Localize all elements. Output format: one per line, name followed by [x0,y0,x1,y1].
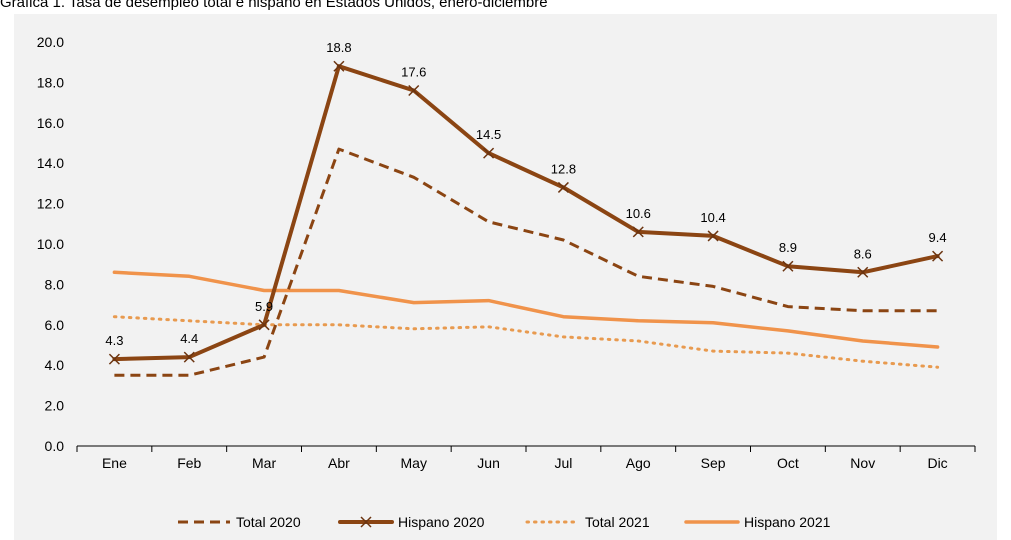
data-label: 10.4 [700,210,725,225]
x-marker-stroke [258,319,270,331]
data-label: 10.6 [626,206,651,221]
x-tick-label: Feb [177,455,201,471]
data-point-marker [483,147,495,159]
legend-label: Hispano 2020 [398,514,485,530]
x-tick-label: Abr [328,455,350,471]
x-marker-stroke [408,84,420,97]
y-tick-label: 16.0 [37,115,64,131]
data-label: 12.8 [551,161,576,176]
series-line-hispano-2021 [112,270,940,349]
y-tick-label: 10.0 [37,236,64,252]
x-marker-stroke [857,266,869,278]
data-point-marker [333,60,345,72]
legend-label: Total 2021 [585,514,650,530]
y-tick-label: 12.0 [37,196,64,212]
legend-item: Hispano 2020 [338,514,485,530]
x-marker-stroke [183,351,195,363]
x-tick-label: Oct [777,455,799,471]
data-label: 14.5 [476,127,501,142]
data-label: 4.4 [180,331,198,346]
x-tick-label: Jun [477,455,500,471]
x-tick-label: Nov [850,455,875,471]
x-marker-stroke [483,147,495,159]
y-tick-label: 2.0 [45,398,65,414]
x-tick-label: May [401,455,427,471]
series-line-hispano-2020 [112,64,940,362]
plot-area: 4.3 4.4 5.9 18.8 17.6 14.5 12.8 10.6 10.4 8.9 8.6 9… [105,40,947,377]
data-point-marker [782,260,794,272]
data-label: 17.6 [401,64,426,79]
data-label: 18.8 [326,40,351,55]
series-line-total-2021 [112,315,940,369]
y-axis: 0.0 2.0 4.0 6.0 8.0 10.0 12.0 14.0 16.0 18.0 20.0 [37,34,64,454]
y-tick-label: 0.0 [45,438,65,454]
y-tick-label: 6.0 [45,317,65,333]
legend-item: Hispano 2021 [684,514,831,530]
x-tick-label: Sep [701,455,726,471]
data-point-marker [932,250,944,262]
data-point-marker [258,319,270,331]
x-tick-label: Mar [252,455,276,471]
data-point-marker [408,84,420,97]
legend-label: Hispano 2021 [744,514,831,530]
x-marker-stroke [782,260,794,272]
y-tick-label: 14.0 [37,155,64,171]
x-marker-stroke [333,60,345,72]
x-tick-label: Dic [927,455,947,471]
data-point-marker [183,351,195,363]
legend-label: Total 2020 [236,514,301,530]
data-label: 5.9 [255,299,273,314]
y-tick-label: 8.0 [45,276,65,292]
x-marker-stroke [932,250,944,262]
x-tick-label: Jul [554,455,572,471]
data-point-marker [557,181,569,193]
data-label: 8.9 [779,240,797,255]
legend-marker [360,516,372,528]
data-point-marker [707,230,719,242]
data-point-marker [632,226,644,238]
data-label: 8.6 [854,246,872,261]
x-tick-label: Ene [102,455,127,471]
x-marker-stroke [108,353,120,365]
legend: Total 2020 Hispano 2020 Total 2021 Hispano … [178,514,831,530]
x-tick-label: Ago [626,455,651,471]
x-marker-stroke [632,226,644,238]
data-label: 4.3 [105,333,123,348]
legend-item: Total 2020 [178,514,301,530]
x-axis: Ene Feb Mar Abr May Jun Jul Ago Sep Oct Nov Dic [76,445,976,471]
data-point-marker [857,266,869,278]
y-tick-label: 18.0 [37,74,64,90]
y-tick-label: 20.0 [37,34,64,50]
data-label: 9.4 [929,230,947,245]
x-marker-stroke [557,181,569,193]
series-line-total-2020 [114,147,938,377]
legend-item: Total 2021 [525,514,650,530]
y-tick-label: 4.0 [45,357,65,373]
x-marker-stroke [707,230,719,242]
chart-title: Gráfica 1. Tasa de desempleo total e his… [0,0,548,11]
data-point-marker [108,353,120,365]
